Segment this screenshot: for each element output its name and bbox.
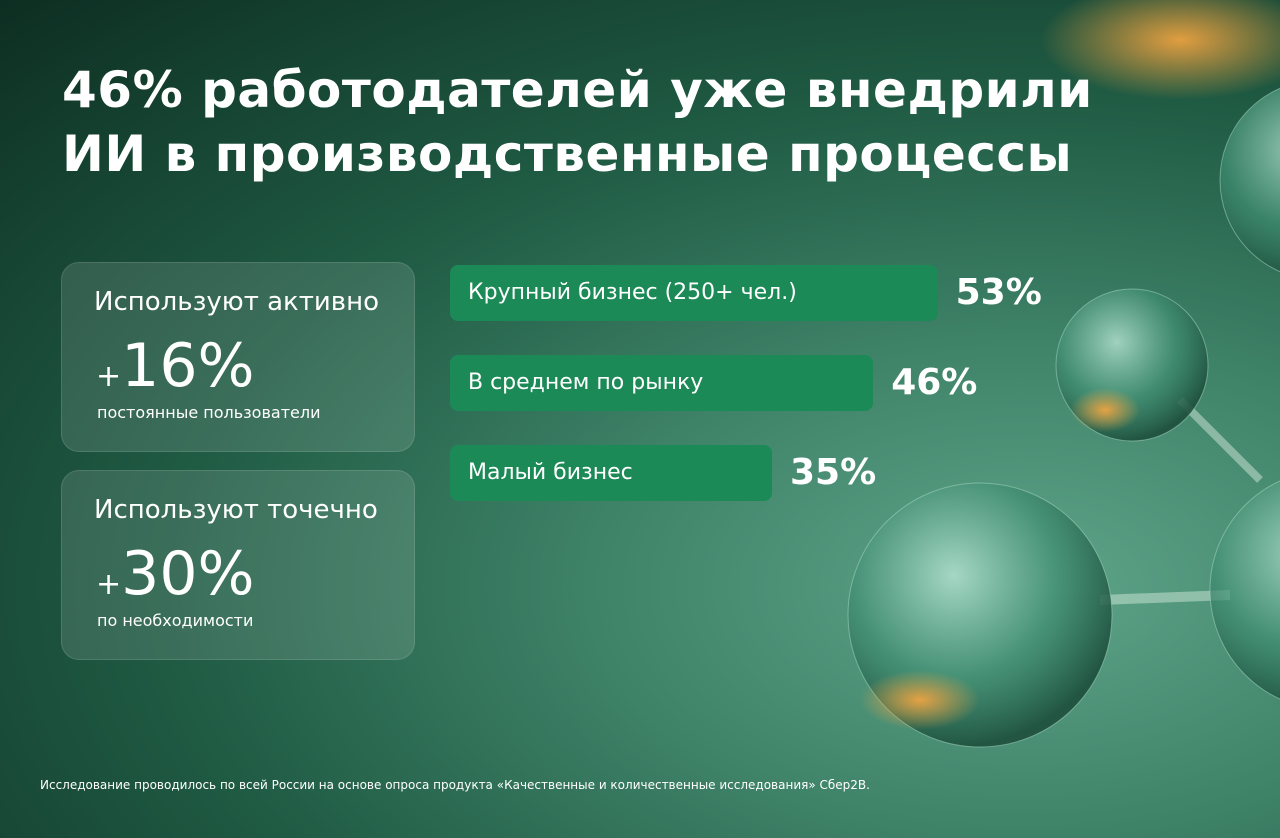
- bar-label: Малый бизнес: [468, 460, 633, 485]
- title-line: ИИ в производственные процессы: [62, 125, 1073, 183]
- card-value: +16%: [96, 331, 255, 412]
- glow: [860, 670, 980, 730]
- card-heading: Используют точечно: [94, 495, 378, 525]
- glow: [1070, 388, 1140, 432]
- glow: [1040, 0, 1280, 100]
- value-label: 46%: [891, 362, 978, 403]
- stat-card: Используют активно +16% постоянные польз…: [61, 262, 415, 452]
- card-value: +30%: [96, 539, 255, 620]
- bar-label: В среднем по рынку: [468, 370, 704, 395]
- value: 30%: [121, 539, 255, 609]
- bond: [1099, 590, 1231, 605]
- bar: [450, 265, 938, 321]
- title-line: 46% работодателей уже внедрили: [62, 61, 1093, 119]
- sign: +: [96, 567, 122, 602]
- bar: [450, 445, 772, 501]
- sphere: [1219, 87, 1280, 273]
- value: 16%: [121, 331, 255, 401]
- bond: [1177, 397, 1263, 483]
- footnote: Исследование проводилось по всей России …: [40, 778, 870, 792]
- sign: +: [96, 359, 122, 394]
- card-caption: постоянные пользователи: [97, 403, 321, 422]
- sphere: [1209, 480, 1280, 700]
- card-caption: по необходимости: [97, 611, 254, 630]
- stat-card: Используют точечно +30% по необходимости: [61, 470, 415, 660]
- card-heading: Используют активно: [94, 287, 380, 317]
- title: 46% работодателей уже внедрили ИИ в прои…: [62, 58, 1093, 186]
- bar: [450, 355, 874, 411]
- value-label: 53%: [955, 272, 1042, 313]
- value-label: 35%: [790, 452, 877, 493]
- bar-label: Крупный бизнес (250+ чел.): [468, 280, 797, 305]
